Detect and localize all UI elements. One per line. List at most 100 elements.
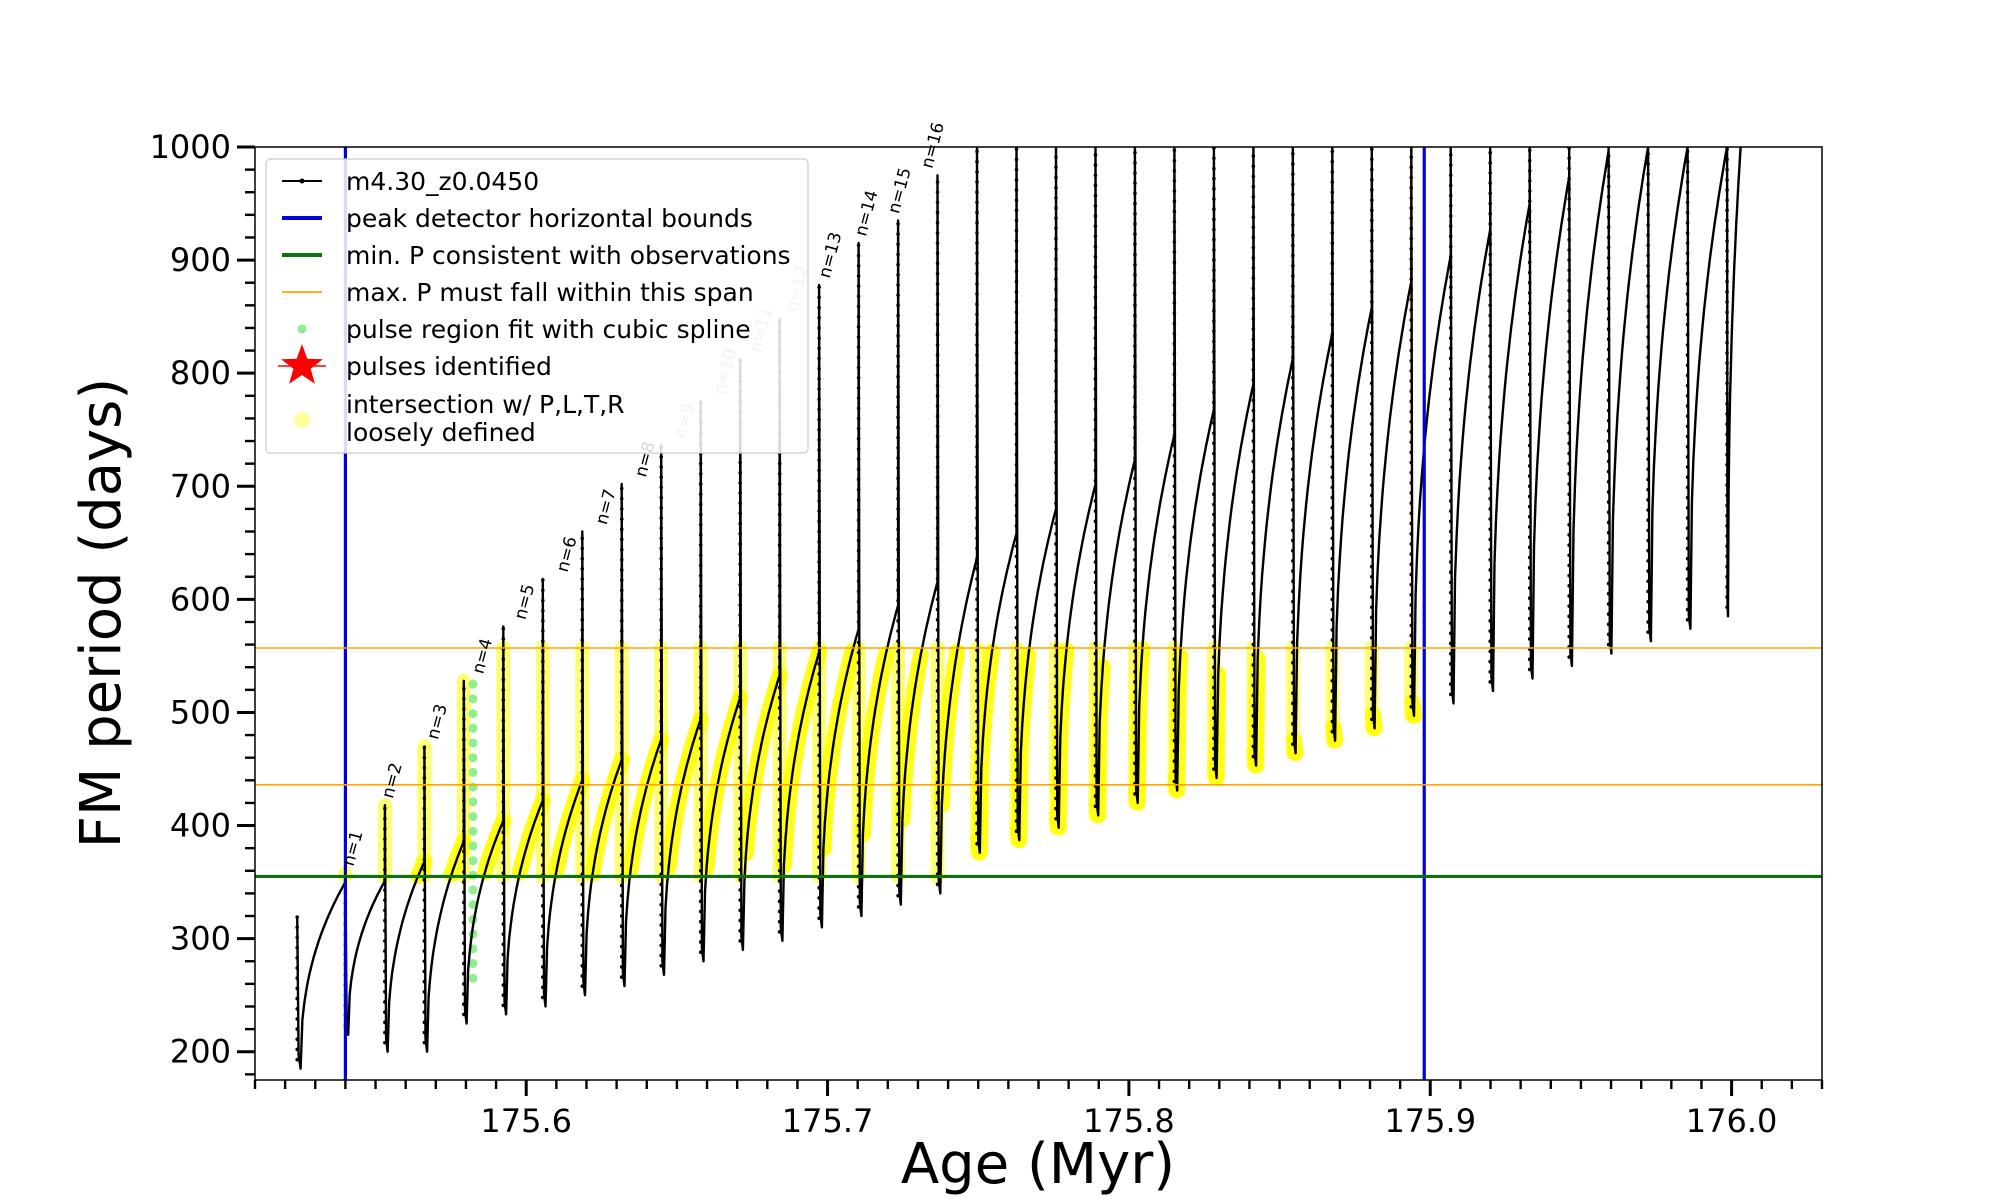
track-sample-point: [1014, 503, 1019, 508]
track-sample-point: [935, 343, 940, 347]
track-sample-point: [1409, 308, 1414, 312]
track-sample-point: [935, 811, 940, 815]
track-sample-point: [1527, 515, 1532, 519]
track-sample-point: [1054, 481, 1058, 485]
track-sample-point: [462, 992, 466, 996]
track-sample-point: [975, 536, 979, 541]
track-sample-point: [1054, 226, 1058, 231]
track-sample-point: [1172, 626, 1177, 631]
track-sample-point: [501, 769, 506, 774]
track-sample-point: [1054, 338, 1058, 343]
track-sample-point: [975, 526, 979, 530]
track-sample-point: [1409, 216, 1414, 221]
track-sample-point: [1369, 686, 1374, 691]
track-sample-point: [1685, 444, 1690, 449]
track-sample-point: [1054, 165, 1058, 170]
track-sample-point: [540, 975, 545, 979]
track-sample-point: [1369, 320, 1374, 325]
track-sample-point: [777, 818, 782, 822]
track-sample-point: [935, 617, 940, 622]
track-sample-point: [1409, 297, 1414, 302]
track-sample-point: [1646, 202, 1650, 207]
track-sample-point: [1054, 277, 1058, 282]
track-sample-point: [540, 802, 545, 806]
track-sample-point: [1014, 320, 1019, 325]
track-sample-point: [1093, 600, 1098, 605]
track-sample-point: [1606, 378, 1611, 382]
track-sample-point: [1330, 444, 1335, 449]
track-sample-point: [1172, 209, 1177, 214]
track-sample-point: [1448, 692, 1453, 697]
track-sample-point: [698, 940, 703, 944]
track-sample-point: [422, 786, 427, 791]
track-sample-point: [975, 577, 979, 581]
track-sample-point: [1488, 232, 1493, 236]
track-sample-point: [1093, 682, 1098, 686]
track-sample-point: [1133, 537, 1137, 542]
track-sample-point: [935, 699, 940, 703]
track-sample-point: [1527, 504, 1532, 509]
track-sample-point: [1093, 743, 1098, 748]
track-sample-point: [1291, 243, 1295, 248]
track-sample-point: [817, 458, 821, 463]
track-sample-point: [659, 750, 664, 754]
track-sample-point: [1646, 447, 1650, 451]
track-sample-point: [896, 364, 900, 369]
track-sample-point: [619, 751, 624, 755]
track-sample-point: [1725, 422, 1729, 426]
track-sample-point: [1448, 295, 1453, 300]
track-sample-point: [1172, 728, 1177, 733]
track-sample-point: [1172, 331, 1177, 336]
track-sample-point: [1369, 595, 1374, 599]
track-sample-point: [817, 855, 821, 860]
track-sample-point: [1488, 415, 1493, 420]
track-sample-point: [1054, 531, 1058, 536]
track-sample-point: [777, 533, 782, 537]
track-sample-point: [1685, 251, 1690, 256]
track-sample-point: [1014, 188, 1019, 192]
track-sample-point: [540, 751, 545, 755]
track-sample-point: [540, 812, 545, 817]
track-sample-point: [1448, 682, 1453, 686]
track-sample-point: [777, 868, 782, 873]
track-sample-point: [1014, 452, 1019, 457]
track-sample-point: [817, 519, 821, 524]
track-sample-point: [698, 665, 703, 670]
track-sample-point: [698, 706, 703, 710]
track-sample-point: [975, 444, 979, 449]
track-sample-point: [1291, 721, 1295, 726]
track-sample-point: [935, 332, 940, 337]
track-sample-point: [1133, 293, 1137, 297]
track-sample-point: [1725, 218, 1729, 223]
track-sample-point: [1054, 643, 1058, 648]
track-sample-point: [975, 628, 979, 632]
track-sample-point: [1330, 628, 1335, 632]
track-sample-point: [1093, 590, 1098, 595]
track-sample-point: [935, 780, 940, 785]
track-sample-point: [1212, 380, 1216, 385]
track-sample-point: [1093, 753, 1098, 758]
track-sample-point: [1527, 250, 1532, 254]
track-sample-point: [619, 761, 624, 766]
track-sample-point: [777, 757, 782, 761]
track-sample-point: [698, 868, 703, 873]
track-sample-point: [817, 529, 821, 534]
track-sample-point: [462, 839, 466, 844]
track-sample-point: [383, 888, 387, 892]
track-sample-point: [1054, 552, 1058, 556]
track-sample-point: [580, 831, 585, 836]
track-sample-point: [856, 294, 861, 299]
track-sample-point: [1212, 166, 1216, 171]
track-sample-point: [1448, 580, 1453, 585]
track-sample-point: [1685, 353, 1690, 357]
track-sample-point: [1291, 223, 1295, 227]
track-sample-point: [580, 923, 585, 927]
track-sample-point: [462, 717, 466, 722]
track-sample-point: [1172, 341, 1177, 346]
track-sample-point: [1093, 224, 1098, 228]
track-sample-point: [1488, 303, 1493, 308]
track-sample-point: [1646, 406, 1650, 411]
track-sample-point: [1685, 170, 1690, 174]
track-sample-point: [1054, 603, 1058, 607]
track-sample-point: [856, 640, 861, 645]
